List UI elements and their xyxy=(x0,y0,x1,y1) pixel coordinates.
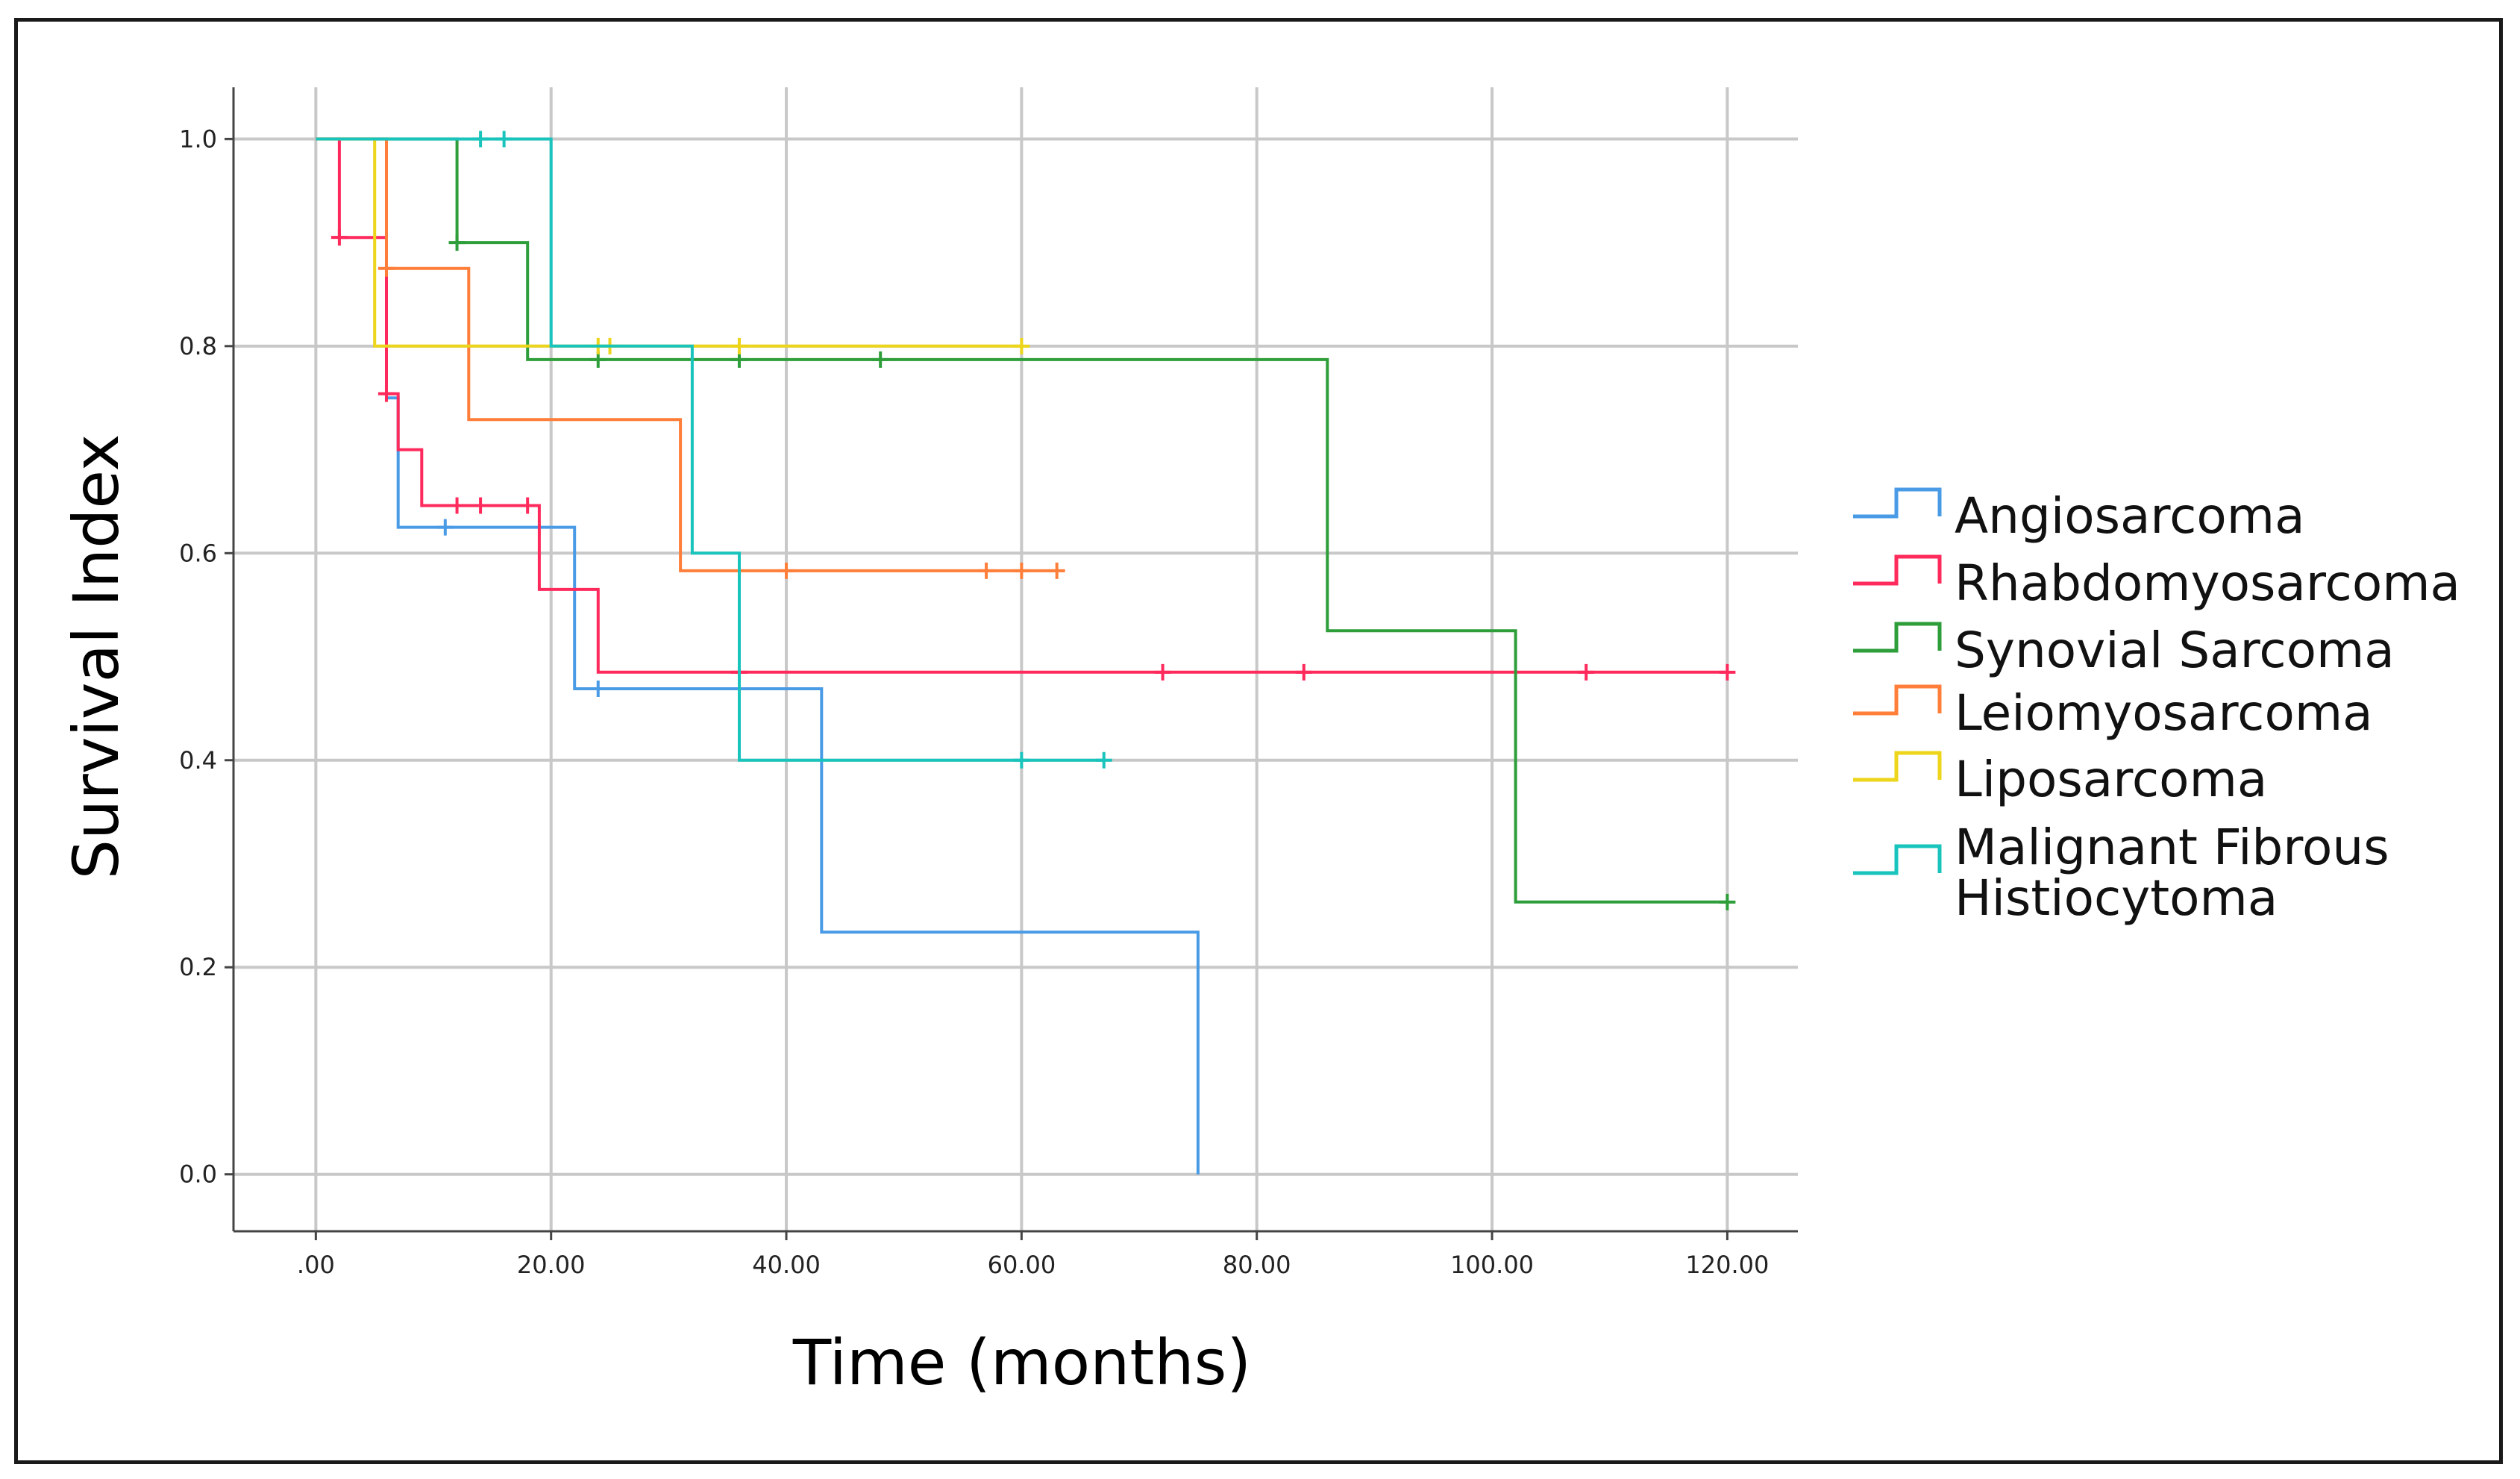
x-axis-title: Time (months) xyxy=(792,1326,1251,1399)
legend-swatch xyxy=(1853,684,1942,716)
synovial-sarcoma-curve xyxy=(316,137,1728,904)
synovial-sarcoma-censor-mark xyxy=(448,234,466,251)
y-tick-label: 0.2 xyxy=(179,953,217,981)
legend-item-rhabdomyosarcoma: Rhabdomyosarcoma xyxy=(1853,554,2460,612)
legend-label: Angiosarcoma xyxy=(1955,487,2305,545)
malignant-fibrous-histiocytoma-curve xyxy=(316,137,1104,762)
x-tick-label: 40.00 xyxy=(752,1251,821,1279)
leiomyosarcoma-censor-mark xyxy=(377,260,395,277)
legend-label: Rhabdomyosarcoma xyxy=(1955,554,2460,612)
angiosarcoma-censor-mark xyxy=(589,681,607,698)
rhabdomyosarcoma-censor-mark xyxy=(448,497,466,514)
leiomyosarcoma-censor-mark xyxy=(978,562,995,579)
malignant-fibrous-histiocytoma-censor-mark xyxy=(472,131,489,148)
y-tick-label: 0.6 xyxy=(179,539,217,567)
legend: Angiosarcoma Rhabdomyosarcoma Synovial Sar… xyxy=(1853,487,2460,927)
liposarcoma-censor-mark xyxy=(1013,337,1030,354)
synovial-sarcoma-censor-mark xyxy=(872,351,889,368)
y-tick-label: 1.0 xyxy=(179,125,217,153)
grid xyxy=(233,87,1798,1231)
legend-label: Leiomyosarcoma xyxy=(1955,684,2373,742)
malignant-fibrous-histiocytoma-censor-mark xyxy=(1013,751,1030,769)
tick-labels: .00 20.00 40.00 60.00 80.00 100.00 120.00 0.0 0.… xyxy=(179,125,1769,1279)
angiosarcoma-censor-mark xyxy=(436,519,454,536)
survival-curves xyxy=(316,131,1736,1175)
malignant-fibrous-histiocytoma-censor-mark xyxy=(495,131,513,148)
malignant-fibrous-histiocytoma-series xyxy=(316,131,1112,769)
legend-label: Synovial Sarcoma xyxy=(1955,622,2395,679)
malignant-fibrous-histiocytoma-censor-mark xyxy=(1095,751,1112,769)
angiosarcoma-series xyxy=(316,137,1200,1175)
x-tick-label: 60.00 xyxy=(988,1251,1056,1279)
figure-frame xyxy=(14,18,2503,1464)
liposarcoma-censor-mark xyxy=(730,337,747,354)
rhabdomyosarcoma-censor-mark xyxy=(1578,663,1595,681)
x-tick-label: 120.00 xyxy=(1685,1251,1769,1279)
rhabdomyosarcoma-censor-mark xyxy=(1154,663,1171,681)
x-tick-label: 20.00 xyxy=(517,1251,586,1279)
legend-swatch xyxy=(1853,751,1942,782)
rhabdomyosarcoma-censor-mark xyxy=(472,497,489,514)
legend-item-leiomyosarcoma: Leiomyosarcoma xyxy=(1853,684,2373,742)
x-tick-label: 80.00 xyxy=(1223,1251,1291,1279)
y-tick-label: 0.0 xyxy=(179,1160,217,1189)
y-tick-label: 0.4 xyxy=(179,746,217,775)
liposarcoma-curve xyxy=(316,137,1022,348)
legend-label: Malignant Fibrous xyxy=(1955,819,2389,876)
leiomyosarcoma-series xyxy=(316,137,1065,579)
liposarcoma-series xyxy=(316,137,1030,354)
legend-swatch xyxy=(1853,487,1942,519)
legend-item-liposarcoma: Liposarcoma xyxy=(1853,751,2267,808)
rhabdomyosarcoma-censor-mark xyxy=(1295,663,1312,681)
leiomyosarcoma-curve xyxy=(316,137,1057,572)
x-tick-label: 100.00 xyxy=(1450,1251,1534,1279)
rhabdomyosarcoma-censor-mark xyxy=(519,497,536,514)
legend-swatch xyxy=(1853,622,1942,653)
leiomyosarcoma-censor-mark xyxy=(778,562,795,579)
rhabdomyosarcoma-censor-mark xyxy=(377,385,395,402)
y-axis-title: Survival Index xyxy=(60,434,133,880)
legend-item-angiosarcoma: Angiosarcoma xyxy=(1853,487,2305,545)
synovial-sarcoma-censor-mark xyxy=(1719,893,1736,910)
leiomyosarcoma-censor-mark xyxy=(1048,562,1065,579)
legend-item-synovial-sarcoma: Synovial Sarcoma xyxy=(1853,622,2395,679)
rhabdomyosarcoma-series xyxy=(316,137,1736,681)
legend-label: Histiocytoma xyxy=(1955,869,2278,927)
x-tick-label: .00 xyxy=(297,1251,335,1279)
legend-swatch xyxy=(1853,844,1942,875)
y-tick-label: 0.8 xyxy=(179,332,217,360)
legend-label: Liposarcoma xyxy=(1955,751,2267,808)
legend-swatch xyxy=(1853,554,1942,586)
angiosarcoma-curve xyxy=(316,137,1200,1175)
rhabdomyosarcoma-censor-mark xyxy=(330,229,348,246)
rhabdomyosarcoma-censor-mark xyxy=(1719,663,1736,681)
synovial-sarcoma-series xyxy=(316,137,1736,910)
leiomyosarcoma-censor-mark xyxy=(1013,562,1030,579)
axes xyxy=(232,87,1798,1233)
